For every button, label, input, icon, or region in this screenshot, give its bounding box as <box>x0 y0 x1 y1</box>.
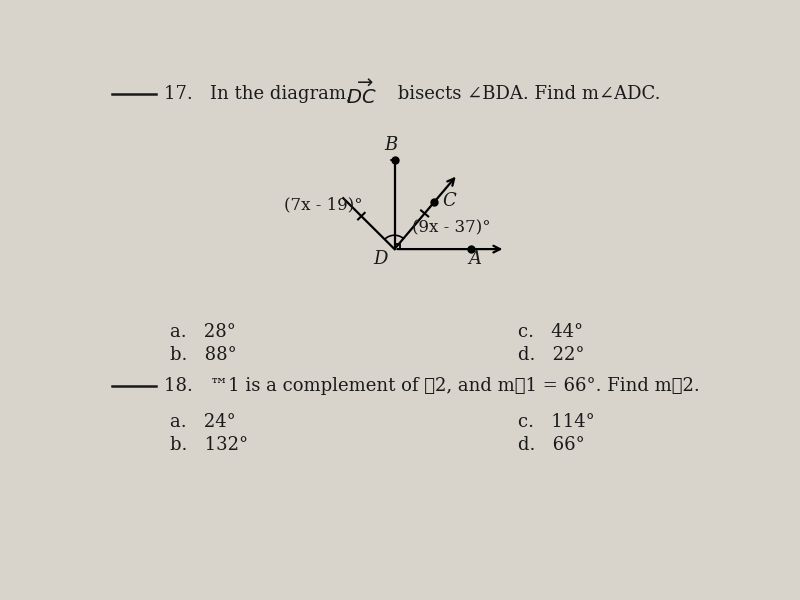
Text: a.   24°: a. 24° <box>170 413 235 431</box>
Text: a.   28°: a. 28° <box>170 323 236 341</box>
Text: 18.   ™1 is a complement of ∢2, and m∢1 = 66°. Find m∢2.: 18. ™1 is a complement of ∢2, and m∢1 = … <box>163 377 699 395</box>
Text: (7x - 19)°: (7x - 19)° <box>285 196 363 213</box>
Text: d.   22°: d. 22° <box>518 346 585 364</box>
Text: c.   114°: c. 114° <box>518 413 595 431</box>
Text: bisects ∠BDA. Find m∠ADC.: bisects ∠BDA. Find m∠ADC. <box>392 85 661 103</box>
Text: d.   66°: d. 66° <box>518 436 586 454</box>
Text: B: B <box>384 136 398 154</box>
Text: b.   88°: b. 88° <box>170 346 237 364</box>
Text: C: C <box>442 192 456 210</box>
Text: b.   132°: b. 132° <box>170 436 248 454</box>
Text: 17.   In the diagram,: 17. In the diagram, <box>163 85 363 103</box>
Text: (9x - 37)°: (9x - 37)° <box>411 219 490 236</box>
Text: c.   44°: c. 44° <box>518 323 584 341</box>
Text: D: D <box>374 251 388 269</box>
Text: $\overrightarrow{DC}$: $\overrightarrow{DC}$ <box>346 79 376 108</box>
Text: A: A <box>469 251 482 269</box>
